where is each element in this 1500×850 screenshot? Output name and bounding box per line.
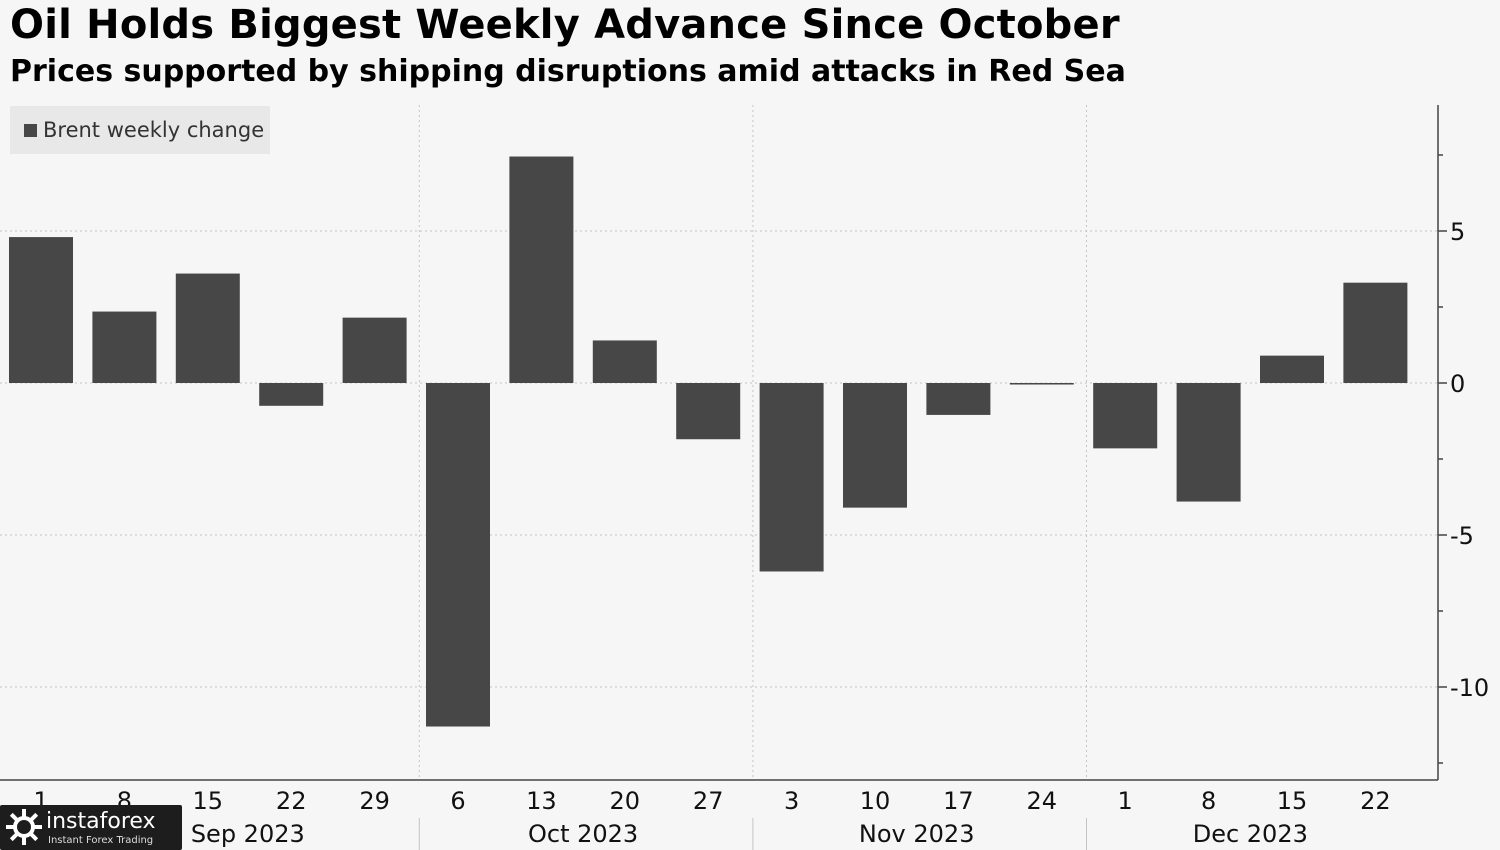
bar — [1343, 282, 1408, 383]
x-tick-label: 24 — [1027, 787, 1058, 815]
gear-icon — [6, 809, 42, 845]
x-tick-label: 3 — [784, 787, 799, 815]
bar — [342, 317, 407, 383]
grid-layer — [0, 105, 1438, 850]
y-tick-label: -10 — [1450, 674, 1489, 702]
chart-title: Oil Holds Biggest Weekly Advance Since O… — [10, 2, 1120, 48]
x-tick-label: 15 — [1277, 787, 1308, 815]
x-tick-label: 6 — [450, 787, 465, 815]
x-tick-label: 13 — [526, 787, 557, 815]
bar — [426, 383, 490, 727]
bar — [92, 311, 157, 383]
legend: Brent weekly change — [10, 106, 270, 154]
watermark-logo: instaforex Instant Forex Trading — [0, 805, 182, 850]
bar — [676, 383, 741, 440]
bar — [175, 273, 240, 383]
bar — [759, 383, 824, 572]
bar — [259, 383, 324, 406]
x-tick-label: 29 — [359, 787, 390, 815]
watermark-tagline: Instant Forex Trading — [48, 835, 154, 846]
x-tick-label: 10 — [860, 787, 891, 815]
x-group-label: Sep 2023 — [191, 820, 305, 848]
x-tick-label: 22 — [276, 787, 307, 815]
x-tick-label: 1 — [1118, 787, 1133, 815]
legend-swatch — [24, 123, 37, 137]
bar — [1093, 383, 1158, 449]
x-tick-label: 27 — [693, 787, 724, 815]
watermark-brand: instaforex — [46, 809, 156, 834]
x-tick-label: 20 — [610, 787, 641, 815]
chart-subtitle: Prices supported by shipping disruptions… — [10, 54, 1126, 89]
x-tick-label: 15 — [193, 787, 224, 815]
y-tick-label: -5 — [1450, 522, 1474, 550]
x-tick-label: 8 — [1201, 787, 1216, 815]
y-tick-label: 0 — [1450, 370, 1465, 398]
bar — [9, 237, 73, 383]
x-group-label: Oct 2023 — [528, 820, 638, 848]
bars-layer — [9, 156, 1408, 727]
y-tick-label: 5 — [1450, 218, 1465, 246]
bar — [509, 156, 574, 383]
x-tick-label: 22 — [1360, 787, 1391, 815]
legend-label: Brent weekly change — [43, 118, 265, 142]
x-tick-label: 17 — [943, 787, 974, 815]
x-group-label: Nov 2023 — [859, 820, 975, 848]
x-group-label: Dec 2023 — [1193, 820, 1308, 848]
bar — [1260, 355, 1324, 383]
bar — [1009, 383, 1074, 385]
bar — [843, 383, 907, 508]
bar — [1176, 383, 1241, 502]
bar — [592, 340, 657, 383]
bar — [926, 383, 991, 415]
